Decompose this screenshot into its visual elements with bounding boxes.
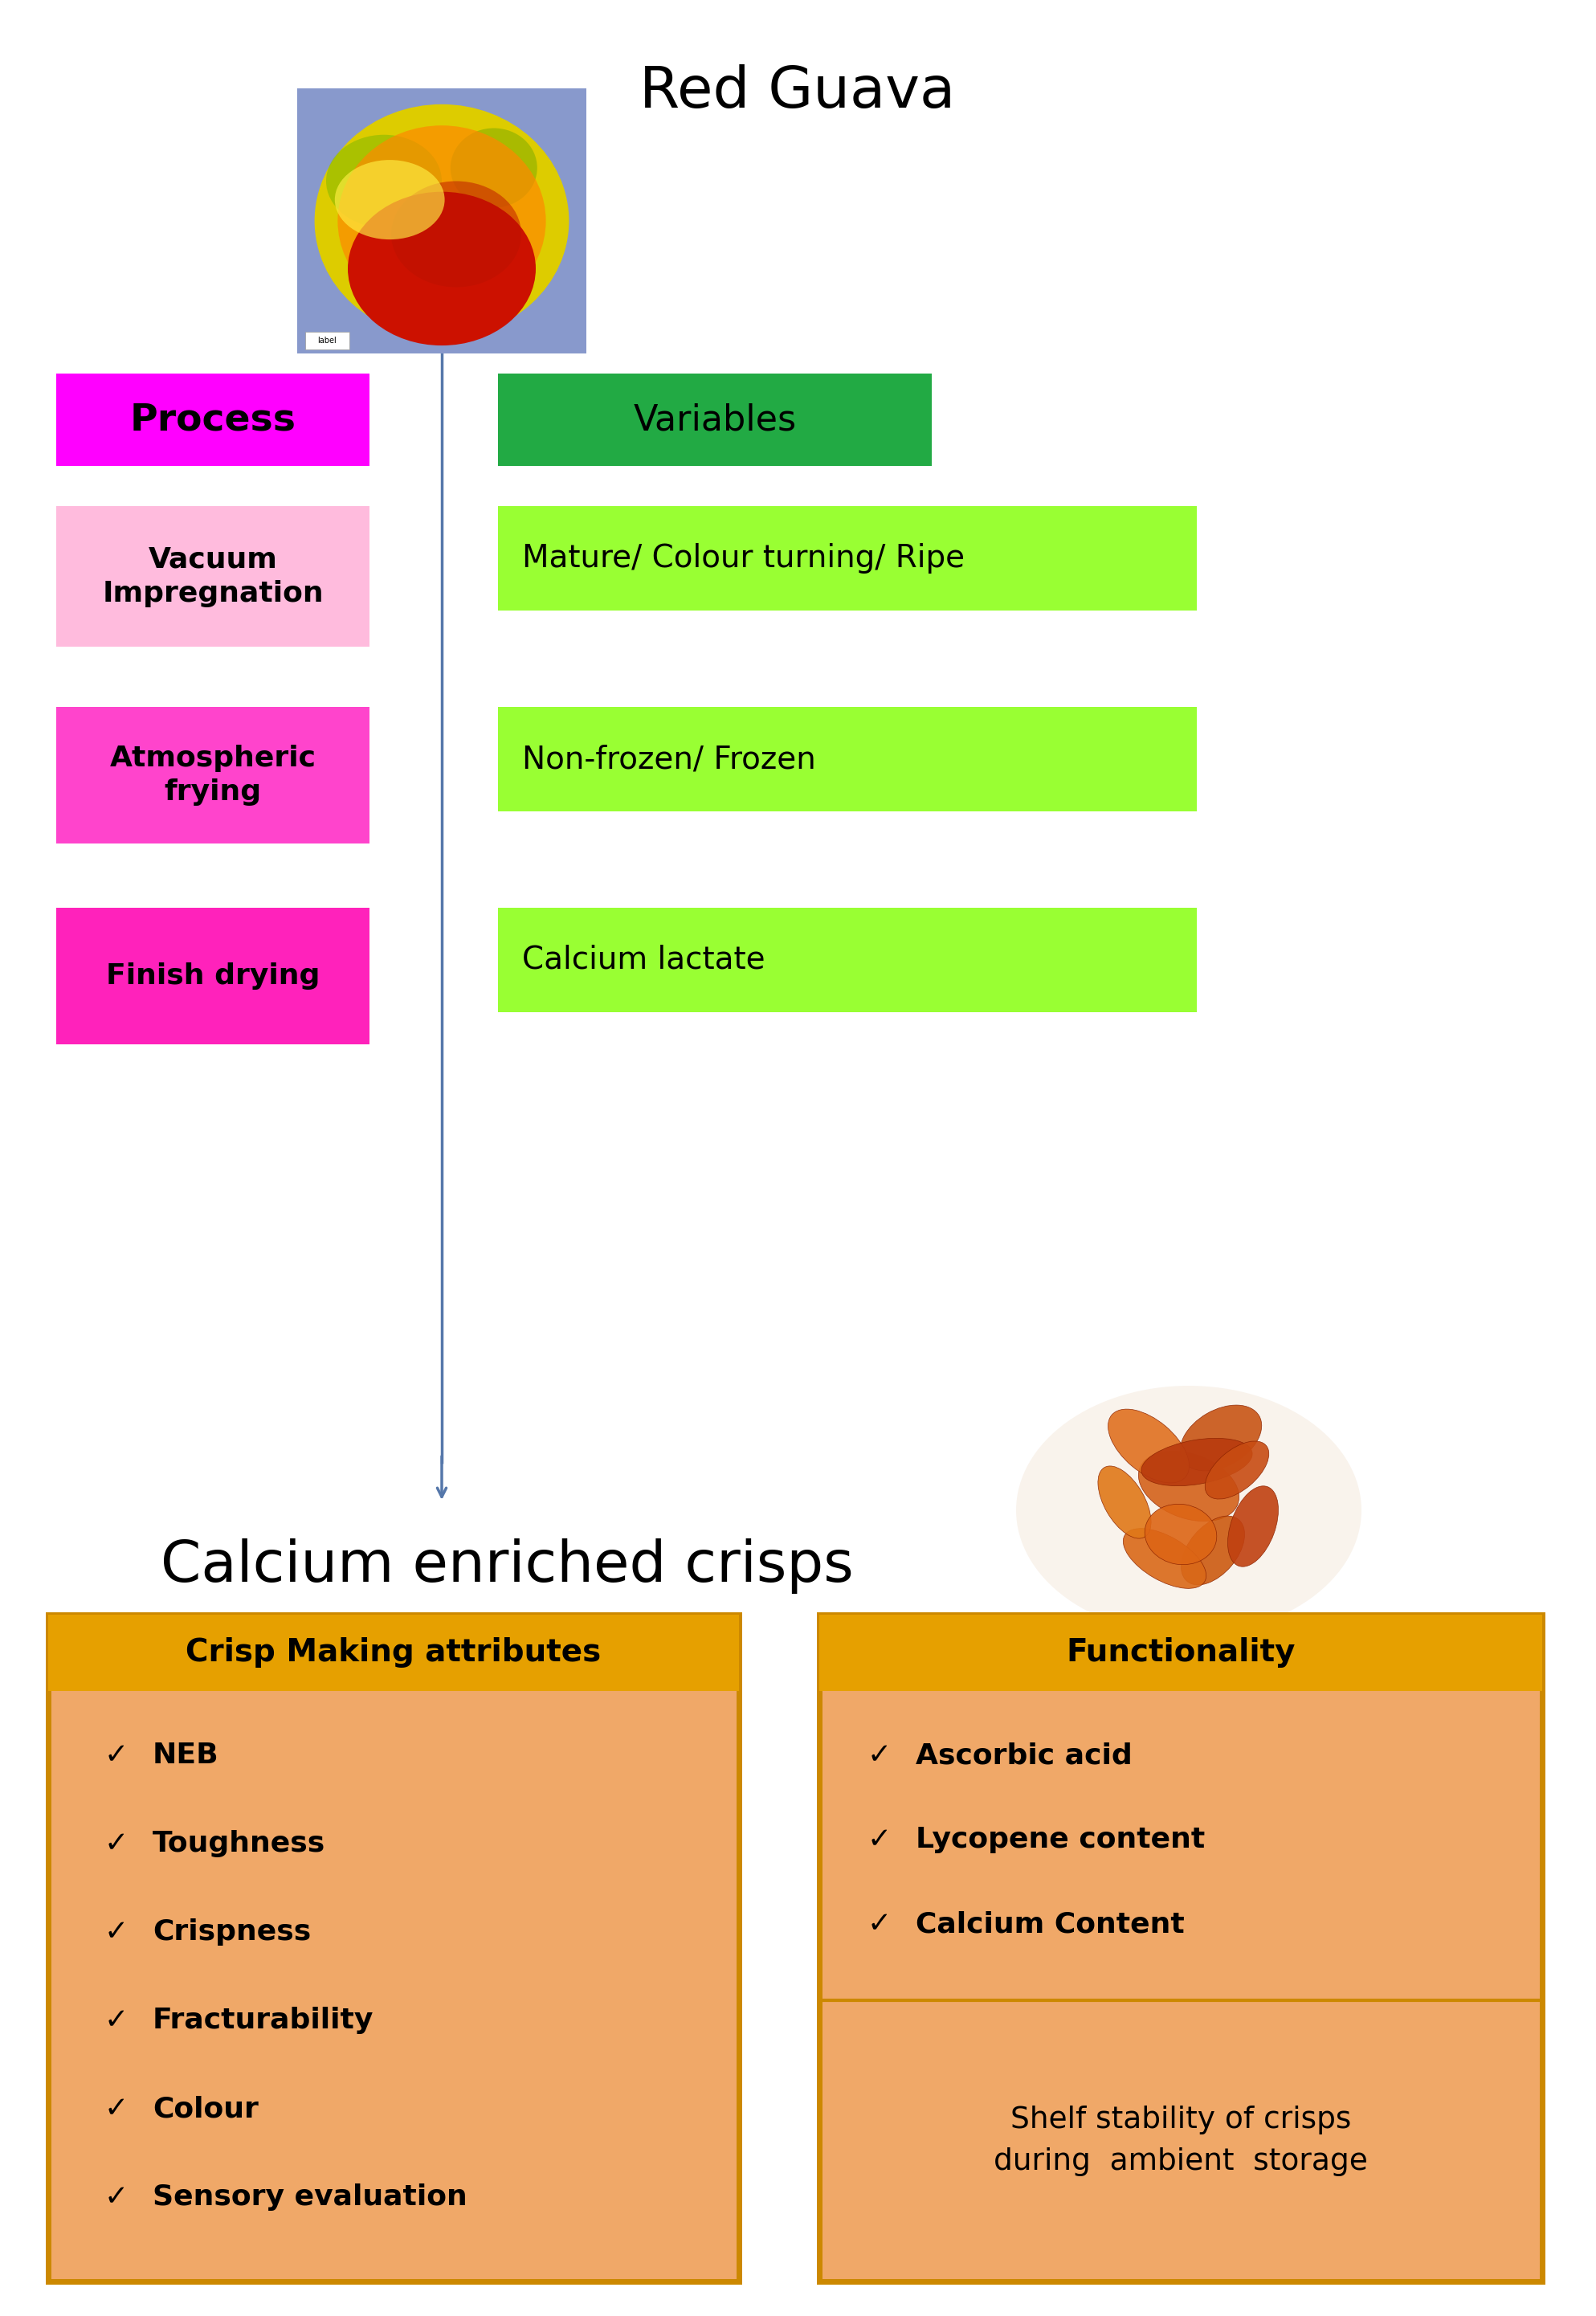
FancyBboxPatch shape <box>56 706 370 843</box>
Text: Sensory evaluation: Sensory evaluation <box>153 2184 468 2212</box>
Ellipse shape <box>1205 1441 1269 1498</box>
Text: Toughness: Toughness <box>153 1830 326 1857</box>
Text: Mature/ Colour turning/ Ripe: Mature/ Colour turning/ Ripe <box>522 542 964 574</box>
Ellipse shape <box>1144 1503 1216 1566</box>
Ellipse shape <box>1227 1487 1278 1566</box>
Text: Shelf stability of crisps
during  ambient  storage: Shelf stability of crisps during ambient… <box>994 2105 1368 2177</box>
Text: Functionality: Functionality <box>1066 1637 1296 1668</box>
FancyBboxPatch shape <box>48 1614 739 2281</box>
Ellipse shape <box>1179 1406 1262 1471</box>
Text: Crisp Making attributes: Crisp Making attributes <box>185 1637 602 1668</box>
FancyBboxPatch shape <box>305 331 350 350</box>
Text: Red Guava: Red Guava <box>640 65 956 120</box>
Text: ✓: ✓ <box>104 1918 129 1945</box>
Text: ✓: ✓ <box>868 1742 892 1769</box>
FancyBboxPatch shape <box>819 1614 1542 1691</box>
Text: ✓: ✓ <box>868 1825 892 1853</box>
Ellipse shape <box>338 125 546 317</box>
Ellipse shape <box>348 192 536 345</box>
Text: ✓: ✓ <box>104 1830 129 1857</box>
Text: Atmospheric
frying: Atmospheric frying <box>110 746 316 806</box>
Text: Vacuum
Impregnation: Vacuum Impregnation <box>102 547 324 607</box>
FancyBboxPatch shape <box>819 1614 1542 2281</box>
Ellipse shape <box>1124 1529 1207 1589</box>
Text: Fracturability: Fracturability <box>153 2006 373 2033</box>
FancyBboxPatch shape <box>498 706 1197 811</box>
FancyBboxPatch shape <box>498 507 1197 611</box>
Text: Calcium lactate: Calcium lactate <box>522 945 764 975</box>
Ellipse shape <box>1138 1452 1238 1522</box>
FancyBboxPatch shape <box>56 507 370 646</box>
Ellipse shape <box>1098 1466 1151 1538</box>
FancyBboxPatch shape <box>498 373 932 466</box>
Text: NEB: NEB <box>153 1742 219 1769</box>
Text: Calcium Content: Calcium Content <box>916 1911 1184 1938</box>
Text: Calcium enriched crisps: Calcium enriched crisps <box>161 1538 854 1593</box>
FancyBboxPatch shape <box>56 908 370 1045</box>
Ellipse shape <box>1017 1385 1361 1635</box>
Ellipse shape <box>1181 1517 1245 1584</box>
Text: ✓: ✓ <box>104 2096 129 2121</box>
Text: ✓: ✓ <box>104 1742 129 1769</box>
Ellipse shape <box>1108 1408 1189 1482</box>
FancyBboxPatch shape <box>498 908 1197 1012</box>
Text: Colour: Colour <box>153 2096 259 2121</box>
Text: Crispness: Crispness <box>153 1918 311 1945</box>
Text: Variables: Variables <box>634 403 796 438</box>
Ellipse shape <box>326 134 442 227</box>
Text: ✓: ✓ <box>868 1911 892 1938</box>
Text: Ascorbic acid: Ascorbic acid <box>916 1742 1132 1769</box>
Text: ✓: ✓ <box>104 2006 129 2033</box>
Ellipse shape <box>391 181 522 287</box>
FancyBboxPatch shape <box>56 373 370 466</box>
Text: Finish drying: Finish drying <box>105 963 319 989</box>
Ellipse shape <box>1141 1438 1253 1487</box>
FancyBboxPatch shape <box>48 1614 739 1691</box>
Ellipse shape <box>450 127 538 208</box>
Ellipse shape <box>335 160 445 239</box>
Text: label: label <box>318 336 337 345</box>
Text: Lycopene content: Lycopene content <box>916 1825 1205 1853</box>
Text: Process: Process <box>129 401 295 438</box>
FancyBboxPatch shape <box>297 88 586 354</box>
Ellipse shape <box>314 104 570 338</box>
Text: Non-frozen/ Frozen: Non-frozen/ Frozen <box>522 743 816 774</box>
Text: ✓: ✓ <box>104 2184 129 2212</box>
